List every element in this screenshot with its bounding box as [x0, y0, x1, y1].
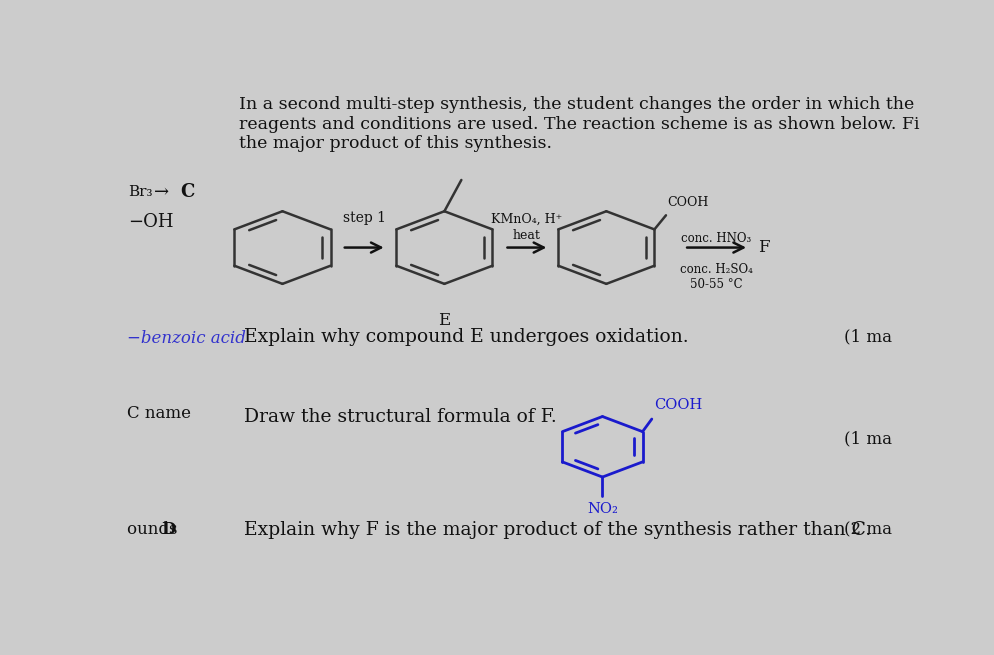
Text: C name: C name — [126, 405, 191, 422]
Text: NO₂: NO₂ — [586, 502, 617, 516]
Text: −benzoic acid: −benzoic acid — [126, 330, 246, 347]
Text: →: → — [153, 183, 169, 201]
Text: Br₃: Br₃ — [128, 185, 152, 199]
Text: COOH: COOH — [653, 398, 702, 413]
Text: (2 ma: (2 ma — [843, 521, 891, 538]
Text: conc. HNO₃: conc. HNO₃ — [681, 232, 751, 245]
Text: Draw the structural formula of F.: Draw the structural formula of F. — [244, 407, 556, 426]
Text: C: C — [180, 183, 194, 201]
Text: In a second multi-step synthesis, the student changes the order in which the
rea: In a second multi-step synthesis, the st… — [239, 96, 918, 153]
Text: F: F — [757, 239, 769, 256]
Text: step 1: step 1 — [342, 211, 386, 225]
Text: Explain why compound E undergoes oxidation.: Explain why compound E undergoes oxidati… — [244, 328, 688, 346]
Text: D: D — [161, 521, 176, 538]
Text: −OH: −OH — [128, 214, 174, 231]
Text: Explain why F is the major product of the synthesis rather than C.: Explain why F is the major product of th… — [244, 521, 871, 539]
Text: KMnO₄, H⁺
heat: KMnO₄, H⁺ heat — [491, 212, 562, 242]
Text: conc. H₂SO₄: conc. H₂SO₄ — [680, 263, 752, 276]
Text: (1 ma: (1 ma — [843, 431, 891, 448]
Text: (1 ma: (1 ma — [843, 328, 891, 345]
Text: COOH: COOH — [667, 196, 708, 209]
Text: 50-55 °C: 50-55 °C — [690, 278, 743, 291]
Text: E: E — [437, 312, 450, 329]
Text: ounds: ounds — [126, 521, 182, 538]
